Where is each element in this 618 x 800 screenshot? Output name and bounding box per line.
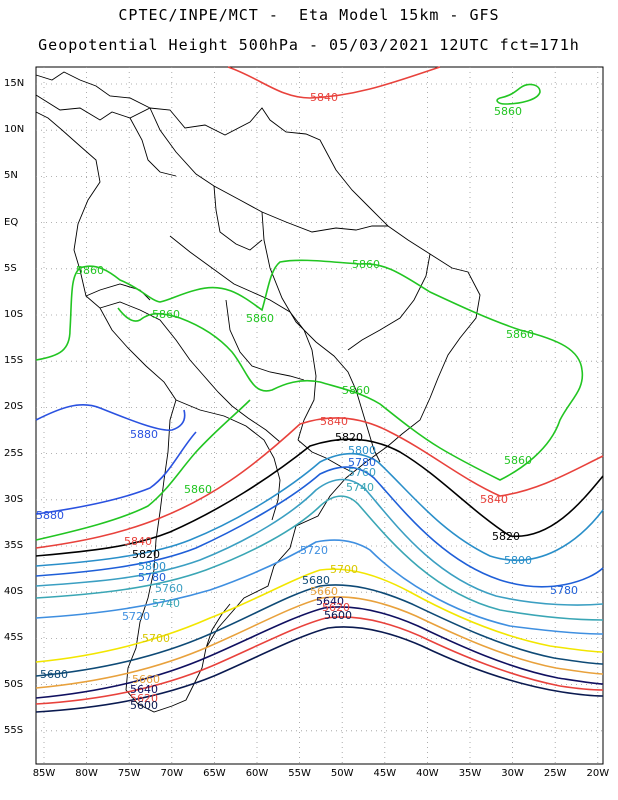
contour-label: 5860 (152, 308, 180, 321)
coastlines (35, 71, 481, 713)
contour-label: 5860 (342, 384, 370, 397)
contour-5860-south (35, 399, 251, 541)
contour-5780 (35, 466, 604, 588)
contour-label: 5640 (316, 595, 344, 608)
contour-label: 5820 (132, 548, 160, 561)
contour-label: 5780 (138, 571, 166, 584)
contour-5660 (35, 596, 604, 689)
contour-label: 5880 (36, 509, 64, 522)
contour-label: 5800 (504, 554, 532, 567)
contour-5880-b (35, 431, 197, 515)
contour-label: 5880 (130, 428, 158, 441)
contour-labels: 5840 5860 5860 5860 5860 5860 5860 5860 … (36, 91, 578, 712)
contour-label: 5860 (184, 483, 212, 496)
map-title-line1: CPTEC/INPE/MCT - Eta Model 15km - GFS (118, 6, 500, 24)
contour-lines (35, 66, 604, 713)
lon-tick-label: 40W (416, 768, 439, 779)
lon-tick-label: 70W (160, 768, 184, 779)
map-frame (35, 66, 604, 765)
contour-label: 5600 (324, 609, 352, 622)
contour-label: 5840 (124, 535, 152, 548)
contour-5840-south (35, 417, 604, 549)
contour-5800 (35, 452, 604, 567)
lat-tick-label: 5S (4, 262, 17, 274)
lat-tick-label: 15S (4, 355, 24, 367)
lon-tick-label: 30W (501, 768, 524, 779)
contour-label: 5820 (492, 530, 520, 543)
lat-tick-label: 30S (4, 493, 24, 505)
lat-tick-label: 50S (4, 678, 24, 690)
contour-label: 5840 (480, 493, 508, 506)
contour-5860-main (35, 259, 584, 481)
lon-tick-label: 55W (288, 768, 311, 779)
contour-label: 5660 (132, 673, 160, 686)
contour-label: 5860 (352, 258, 380, 271)
contour-label: 5600 (130, 699, 158, 712)
contour-5740 (35, 495, 604, 621)
contour-label: 5720 (122, 610, 150, 623)
contour-label: 5620 (322, 601, 350, 614)
lat-tick-label: 25S (4, 447, 24, 459)
contour-label: 5840 (310, 91, 338, 104)
contour-5720 (35, 539, 604, 635)
contour-label: 5700 (142, 632, 170, 645)
contour-label: 5640 (130, 683, 158, 696)
contour-label: 5800 (138, 560, 166, 573)
contour-label: 5840 (320, 415, 348, 428)
lon-tick-label: 75W (117, 768, 141, 779)
contour-label: 5660 (310, 585, 338, 598)
contour-label: 5780 (550, 584, 578, 597)
lon-tick-label: 60W (245, 768, 269, 779)
lat-tick-label: 40S (4, 586, 24, 598)
contour-label: 5860 (504, 454, 532, 467)
contour-5860-blob (496, 83, 541, 105)
lat-tick-label: 35S (4, 540, 24, 551)
lon-tick-label: 50W (330, 768, 354, 779)
lon-tick-label: 35W (458, 768, 482, 779)
contour-5760 (35, 478, 604, 606)
contour-label: 5760 (348, 466, 376, 479)
lat-tick-label: 20S (4, 401, 24, 413)
lon-tick-label: 25W (543, 768, 567, 779)
lat-tick-label: 5N (4, 170, 18, 182)
lat-lon-grid (36, 67, 603, 764)
lon-tick-label: 45W (373, 768, 397, 779)
contour-label: 5820 (335, 431, 363, 444)
contour-5640 (35, 606, 604, 699)
lat-tick-label: 10N (4, 124, 25, 136)
contour-label: 5860 (246, 312, 274, 325)
lon-tick-label: 65W (203, 768, 226, 779)
contour-label: 5720 (300, 544, 328, 557)
contour-label: 5780 (348, 456, 376, 469)
contour-5680 (35, 584, 604, 677)
contour-label: 5760 (155, 582, 183, 595)
lon-tick-label: 20W (586, 768, 610, 779)
lon-tick-label: 85W (32, 768, 56, 779)
lat-tick-label: 10S (4, 309, 24, 320)
contour-5600 (35, 626, 604, 713)
contour-label: 5860 (506, 328, 534, 341)
contour-label: 5680 (40, 668, 68, 681)
lat-tick-label: 55S (4, 724, 24, 736)
contour-label: 5860 (494, 105, 522, 118)
contour-label: 5800 (348, 444, 376, 457)
lat-tick-label: 15N (4, 78, 25, 89)
contour-label: 5740 (346, 481, 374, 494)
contour-5820 (35, 438, 604, 557)
lon-tick-label: 80W (75, 768, 98, 779)
contour-label: 5740 (152, 597, 180, 610)
contour-label: 5620 (130, 692, 158, 705)
contour-5700 (35, 568, 604, 663)
contour-label: 5860 (76, 264, 104, 277)
lat-tick-label: EQ (4, 216, 19, 228)
contour-label: 5680 (302, 574, 330, 587)
contour-5880-a (35, 404, 186, 431)
map-title-line2: Geopotential Height 500hPa - 05/03/2021 … (38, 36, 580, 54)
contour-5620 (35, 616, 604, 705)
contour-5840-north (227, 66, 441, 99)
contour-label: 5700 (330, 563, 358, 576)
lat-tick-label: 45S (4, 632, 24, 644)
